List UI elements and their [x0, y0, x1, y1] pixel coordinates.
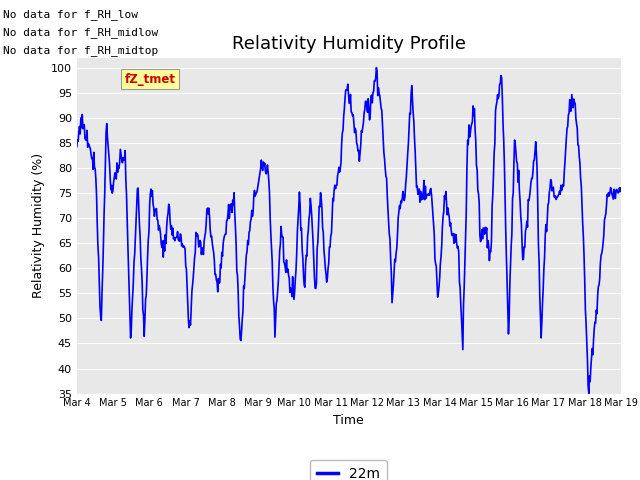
- Y-axis label: Relativity Humidity (%): Relativity Humidity (%): [33, 153, 45, 298]
- Legend: 22m: 22m: [310, 459, 387, 480]
- Text: fZ_tmet: fZ_tmet: [125, 73, 176, 86]
- Title: Relativity Humidity Profile: Relativity Humidity Profile: [232, 35, 466, 53]
- X-axis label: Time: Time: [333, 414, 364, 427]
- Text: No data for f_RH_midlow: No data for f_RH_midlow: [3, 27, 159, 38]
- Text: No data for f_RH_midtop: No data for f_RH_midtop: [3, 45, 159, 56]
- Text: No data for f_RH_low: No data for f_RH_low: [3, 9, 138, 20]
